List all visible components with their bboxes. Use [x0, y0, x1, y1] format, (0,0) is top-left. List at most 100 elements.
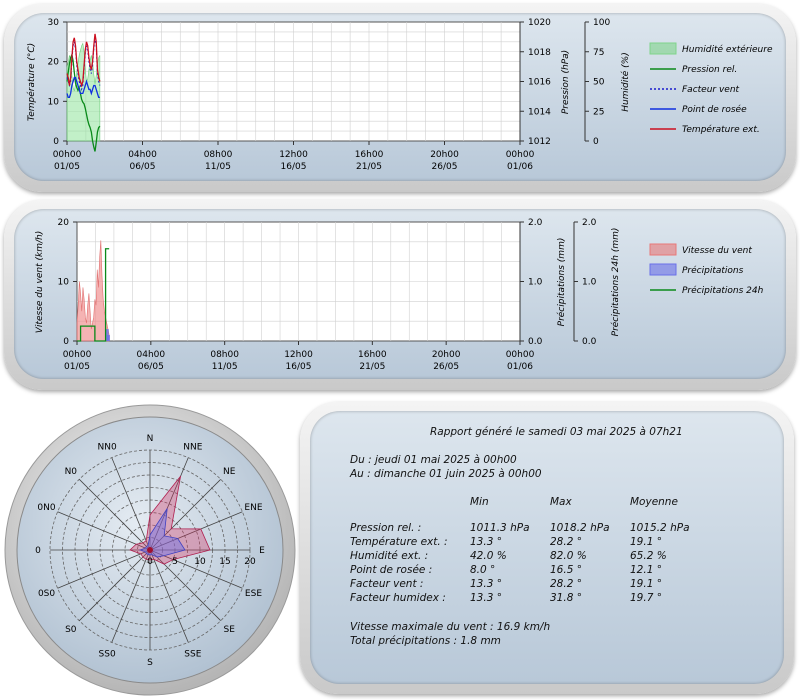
legend-label: Précipitations 24h: [682, 285, 764, 296]
y-right2-tick-label: 75: [593, 48, 604, 58]
top-chart-series: [66, 33, 101, 152]
x-tick-label: 00h00: [506, 350, 535, 360]
wind-chart: 00h00 01/05 04h00 06/05 08h00 11/05 12h00 16/05…: [35, 218, 764, 372]
x-tick-label: 00h00: [63, 350, 92, 360]
x-tick-label: 12h00: [284, 350, 313, 360]
x-tick-date: 01/05: [64, 362, 90, 372]
report-row-avg: 12.1 °: [630, 564, 662, 576]
legend-label: Facteur vent: [682, 85, 740, 95]
wind-rose: N NNE NE ENE E ESE SE SSE S SS0 S0 0S0 0 0N0 N0 NN0 0 5 10…: [4, 404, 296, 696]
legend-swatch: [649, 42, 677, 55]
y-right-tick-label: 1020: [528, 18, 551, 28]
y-right-tick-label: 1014: [528, 107, 551, 117]
top-y-pressure-label: Pression (hPa): [561, 50, 571, 114]
rose-ring-label: 10: [194, 557, 206, 567]
mid-chart-series: [76, 240, 110, 342]
rose-spoke: [57, 511, 151, 551]
rose-spoke: [79, 549, 151, 621]
top-y-humidity-label: Humidité (%): [620, 52, 631, 111]
y-tick-label: 0: [63, 337, 69, 347]
report-max-wind: Vitesse maximale du vent : 16.9 km/h: [350, 621, 551, 633]
top-chart-axes: 00h00 01/05 04h00 06/05 08h00 11/05 12h00 16/05…: [48, 18, 611, 172]
report-title: Rapport généré le samedi 03 mai 2025 à 0…: [430, 426, 683, 438]
rose-direction-label: ENE: [244, 503, 262, 513]
rose-spoke: [149, 549, 189, 643]
mid-chart-axes: 00h00 01/05 04h00 06/05 08h00 11/05 12h00 16/05…: [58, 218, 597, 372]
top-chart-legend: Humidité extérieure Pression rel. Facteur …: [649, 42, 773, 135]
rose-spoke: [149, 479, 221, 551]
x-tick-date: 11/05: [205, 162, 231, 172]
y-right-tick-label: 0.0: [528, 337, 543, 347]
x-tick-label: 20h00: [432, 350, 461, 360]
rose-direction-label: NN0: [98, 443, 117, 453]
y-right2-tick-label: 0: [593, 137, 599, 147]
y-right2-tick-label: 25: [593, 107, 604, 117]
report-row-min: 13.3 °: [470, 578, 502, 590]
report-to: Au : dimanche 01 juin 2025 à 00h00: [350, 468, 542, 480]
rose-series-max: [129, 475, 211, 565]
y-right2-tick-label: 2.0: [582, 218, 597, 228]
rose-series: [129, 475, 211, 565]
x-tick-label: 04h00: [128, 150, 157, 160]
x-tick-label: 00h00: [506, 150, 535, 160]
rose-direction-label: 0: [35, 546, 41, 556]
y-right2-tick-label: 100: [593, 18, 610, 28]
top-y-left-label: Température (°C): [26, 43, 37, 121]
mid-chart-legend: Vitesse du vent Précipitations Précipitati…: [649, 243, 764, 296]
rose-center: [147, 547, 153, 553]
legend-swatch: [649, 243, 677, 256]
report-row-label: Humidité ext. :: [350, 550, 429, 562]
rose-ring-label: 15: [219, 557, 230, 567]
y-right-tick-label: 2.0: [528, 218, 543, 228]
rose-direction-label: NE: [223, 467, 236, 477]
y-right-tick-label: 1018: [528, 48, 551, 58]
y-tick-label: 20: [58, 218, 70, 228]
x-tick-label: 20h00: [430, 150, 459, 160]
x-tick-date: 26/05: [433, 362, 459, 372]
x-tick-label: 16h00: [355, 150, 384, 160]
mid-y-left-label: Vitesse du vent (km/h): [35, 231, 45, 333]
report-total-rain: Total précipitations : 1.8 mm: [350, 635, 501, 647]
temperature-chart: 00h00 01/05 04h00 06/05 08h00 11/05 12h00 16/05…: [26, 18, 773, 172]
rose-ring-label: 0: [147, 557, 153, 567]
y-right2-tick-label: 1.0: [582, 278, 597, 288]
x-tick-label: 00h00: [53, 150, 82, 160]
y-right-tick-label: 1.0: [528, 278, 543, 288]
mid-y-rain-label: Précipitations (mm): [556, 238, 567, 327]
report-row-max: 1018.2 hPa: [550, 522, 610, 534]
report-header-avg: Moyenne: [630, 496, 678, 508]
rose-labels: N NNE NE ENE E ESE SE SSE S SS0 S0 0S0 0 0N0 N0 NN0 0 5 10…: [35, 434, 265, 668]
x-tick-label: 08h00: [204, 150, 233, 160]
rose-direction-label: 0S0: [38, 589, 55, 599]
rose-direction-label: NNE: [183, 443, 202, 453]
report-row-max: 28.2 °: [550, 578, 582, 590]
x-tick-label: 04h00: [137, 350, 166, 360]
report-row-label: Pression rel. :: [350, 522, 422, 534]
report-row-avg: 65.2 %: [630, 550, 667, 562]
series-precipitations-24h: [77, 248, 110, 342]
bar-precipitations: [105, 329, 109, 341]
rose-spoke: [149, 457, 189, 551]
report-row-max: 82.0 %: [550, 550, 587, 562]
y-tick-label: 10: [48, 97, 60, 107]
report-from: Du : jeudi 01 mai 2025 à 00h00: [350, 454, 517, 466]
series-temperature-ext: [66, 33, 101, 88]
rose-spoke: [111, 457, 151, 551]
y-right2-tick-label: 50: [593, 78, 605, 88]
report-row-max: 31.8 °: [550, 592, 582, 604]
report-row-avg: 1015.2 hPa: [630, 522, 690, 534]
report: Rapport généré le samedi 03 mai 2025 à 0…: [318, 418, 778, 678]
legend-label: Point de rosée: [682, 104, 747, 115]
y-right2-tick-label: 0.0: [582, 337, 597, 347]
report-row-max: 28.2 °: [550, 536, 582, 548]
legend-swatch: [649, 263, 677, 276]
x-tick-date: 16/05: [281, 162, 307, 172]
x-tick-date: 01/05: [54, 162, 80, 172]
rose-series-moyenne: [138, 508, 186, 558]
x-tick-date: 21/05: [359, 362, 385, 372]
bar-precipitations: [106, 335, 110, 341]
rose-direction-label: N: [147, 434, 154, 444]
report-row-min: 13.3 °: [470, 592, 502, 604]
report-rows: Pression rel. : 1011.3 hPa 1018.2 hPa 1015.…: [350, 522, 770, 612]
rose-direction-label: SE: [223, 625, 235, 635]
